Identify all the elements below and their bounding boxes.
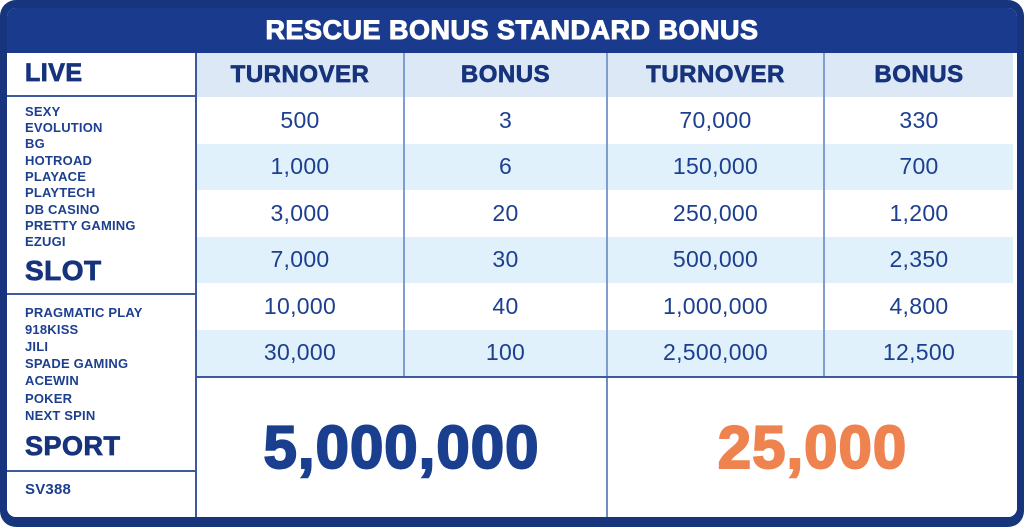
bonus-value: 4,800	[825, 283, 1013, 330]
provider-list-live: SEXY EVOLUTION BG HOTROAD PLAYACE PLAYTE…	[7, 97, 195, 250]
bonus-value: 6	[405, 143, 608, 190]
provider-item: EVOLUTION	[25, 120, 103, 136]
bonus-value: 100	[405, 329, 608, 376]
turnover-value: 2,500,000	[608, 329, 825, 376]
bonus-value: 2,350	[825, 236, 1013, 283]
bonus-value: 20	[405, 190, 608, 237]
bonus-value: 3	[405, 97, 608, 144]
table-row: 500 3 70,000 330	[197, 97, 1017, 144]
turnover-value: 250,000	[608, 190, 825, 237]
provider-item: ACEWIN	[25, 373, 79, 389]
provider-item: BG	[25, 136, 45, 152]
turnover-value: 1,000,000	[608, 283, 825, 330]
table-row: 3,000 20 250,000 1,200	[197, 190, 1017, 237]
turnover-value: 1,000	[197, 143, 405, 190]
max-bonus-total: 25,000	[717, 413, 908, 482]
provider-item: JILI	[25, 338, 49, 354]
turnover-value: 7,000	[197, 236, 405, 283]
table-header-row: TURNOVER BONUS TURNOVER BONUS	[197, 53, 1017, 97]
col-header-turnover-2: TURNOVER	[608, 53, 825, 97]
bonus-value: 40	[405, 283, 608, 330]
provider-item: SEXY	[25, 103, 61, 119]
provider-item: PLAYTECH	[25, 185, 96, 201]
table-row: 1,000 6 150,000 700	[197, 143, 1017, 190]
page-title: RESCUE BONUS STANDARD BONUS	[265, 15, 759, 46]
table-row: 7,000 30 500,000 2,350	[197, 236, 1017, 283]
turnover-value: 150,000	[608, 143, 825, 190]
provider-item: SPADE GAMING	[25, 356, 129, 372]
table-row: 30,000 100 2,500,000 12,500	[197, 329, 1017, 376]
col-header-bonus-2: BONUS	[825, 53, 1013, 97]
bonus-table: TURNOVER BONUS TURNOVER BONUS 500 3 70,0…	[197, 53, 1017, 517]
bonus-value: 700	[825, 143, 1013, 190]
bonus-value: 1,200	[825, 190, 1013, 237]
provider-item: DB CASINO	[25, 201, 100, 217]
section-label-sport: SPORT	[7, 423, 195, 473]
title-bar: RESCUE BONUS STANDARD BONUS	[7, 8, 1017, 53]
provider-item: POKER	[25, 390, 73, 406]
provider-list-sport: SV388	[7, 472, 195, 517]
turnover-value: 10,000	[197, 283, 405, 330]
max-turnover-total: 5,000,000	[197, 378, 608, 517]
bonus-value: 12,500	[825, 329, 1013, 376]
provider-item: 918KISS	[25, 321, 79, 337]
provider-item: PRAGMATIC PLAY	[25, 304, 143, 320]
provider-item: EZUGI	[25, 234, 66, 250]
provider-item: PLAYACE	[25, 168, 87, 184]
provider-item: HOTROAD	[25, 152, 93, 168]
provider-list-slot: PRAGMATIC PLAY 918KISS JILI SPADE GAMING…	[7, 295, 195, 423]
bonus-value: 30	[405, 236, 608, 283]
turnover-value: 30,000	[197, 329, 405, 376]
bonus-value: 330	[825, 97, 1013, 144]
section-label-slot: SLOT	[7, 250, 195, 295]
table-row: 10,000 40 1,000,000 4,800	[197, 283, 1017, 330]
totals-row: 5,000,000 25,000	[197, 376, 1017, 517]
turnover-value: 500,000	[608, 236, 825, 283]
provider-item: SV388	[25, 481, 72, 499]
turnover-value: 70,000	[608, 97, 825, 144]
col-header-bonus-1: BONUS	[405, 53, 608, 97]
card-body: LIVE SEXY EVOLUTION BG HOTROAD PLAYACE P…	[7, 53, 1017, 517]
turnover-value: 500	[197, 97, 405, 144]
card-inner: RESCUE BONUS STANDARD BONUS LIVE SEXY EV…	[7, 8, 1017, 517]
section-label-live: LIVE	[7, 53, 195, 97]
turnover-value: 3,000	[197, 190, 405, 237]
col-header-turnover-1: TURNOVER	[197, 53, 405, 97]
provider-item: PRETTY GAMING	[25, 217, 136, 233]
category-sidebar: LIVE SEXY EVOLUTION BG HOTROAD PLAYACE P…	[7, 53, 197, 517]
provider-item: NEXT SPIN	[25, 407, 96, 423]
